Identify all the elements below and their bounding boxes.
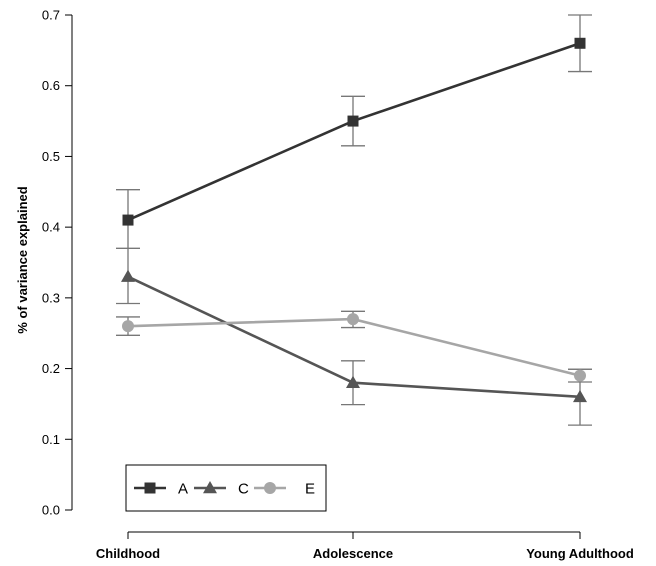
y-tick-label: 0.5	[42, 149, 60, 164]
x-tick-label: Young Adulthood	[526, 546, 634, 561]
y-tick-label: 0.2	[42, 361, 60, 376]
y-tick-label: 0.6	[42, 78, 60, 93]
y-tick-label: 0.3	[42, 290, 60, 305]
legend-marker-e	[264, 482, 276, 494]
y-tick-label: 0.7	[42, 8, 60, 23]
y-tick-label: 0.1	[42, 432, 60, 447]
x-tick-label: Childhood	[96, 546, 160, 561]
point-c	[121, 269, 135, 282]
point-c	[346, 375, 360, 388]
series-markers	[121, 37, 587, 403]
point-a	[122, 214, 134, 226]
legend-label-a: A	[178, 481, 188, 498]
axes: 0.0 0.1 0.2 0.3 0.4 0.5 0.6 0.7 Childhood Adolesc…	[42, 8, 634, 562]
legend-marker-c	[203, 481, 217, 494]
legend-label-c: C	[238, 481, 249, 498]
legend-marker-a	[144, 482, 156, 494]
error-bars	[116, 14, 592, 426]
point-a	[574, 37, 586, 49]
y-tick-label: 0.0	[42, 503, 60, 518]
x-tick-label: Adolescence	[313, 546, 393, 561]
point-e	[574, 369, 586, 382]
point-e	[122, 320, 134, 333]
point-a	[347, 115, 359, 127]
point-e	[347, 313, 359, 326]
y-tick-label: 0.4	[42, 220, 60, 235]
y-axis-title: % of variance explained	[15, 186, 30, 333]
series-line-a	[127, 42, 581, 222]
point-c	[573, 389, 587, 403]
legend-label-e: E	[305, 481, 315, 498]
